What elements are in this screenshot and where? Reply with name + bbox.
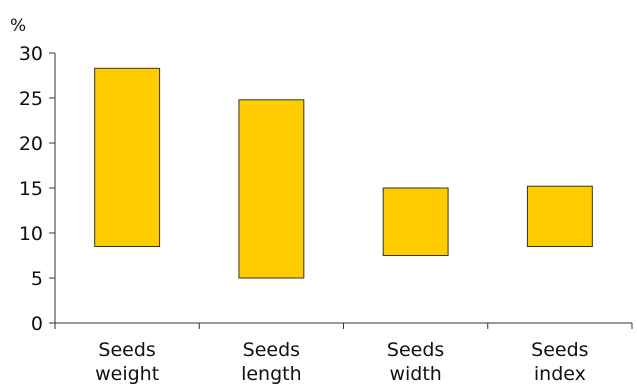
category-label-line: Seeds: [531, 339, 588, 361]
y-unit-label: %: [10, 16, 26, 36]
bars: [94, 67, 593, 279]
category-label-line: length: [241, 363, 302, 385]
y-tick-label: 20: [19, 133, 43, 155]
category-label: Seeds width: [387, 339, 444, 385]
category-label-line: Seeds: [98, 339, 155, 361]
y-tick-label: 15: [19, 178, 43, 200]
category-label-line: index: [534, 363, 586, 385]
category-label: Seeds index: [531, 339, 588, 385]
range-bar: [382, 187, 449, 256]
y-axis: 0 5 10 15 20 25 30: [19, 43, 56, 335]
category-label: Seeds weight: [95, 339, 159, 385]
y-tick-label: 30: [19, 43, 43, 65]
range-bar: [526, 185, 593, 247]
category-label-line: Seeds: [243, 339, 300, 361]
y-tick-label: 25: [19, 88, 43, 110]
category-label: Seeds length: [241, 339, 302, 385]
range-bar: [238, 99, 305, 279]
y-tick-label: 10: [19, 223, 43, 245]
category-label-line: weight: [95, 363, 159, 385]
category-label-line: Seeds: [387, 339, 444, 361]
category-label-line: width: [389, 363, 441, 385]
range-bar: [94, 67, 161, 247]
y-tick-label: 5: [31, 268, 43, 290]
x-axis: [54, 322, 633, 329]
y-tick-label: 0: [31, 313, 43, 335]
